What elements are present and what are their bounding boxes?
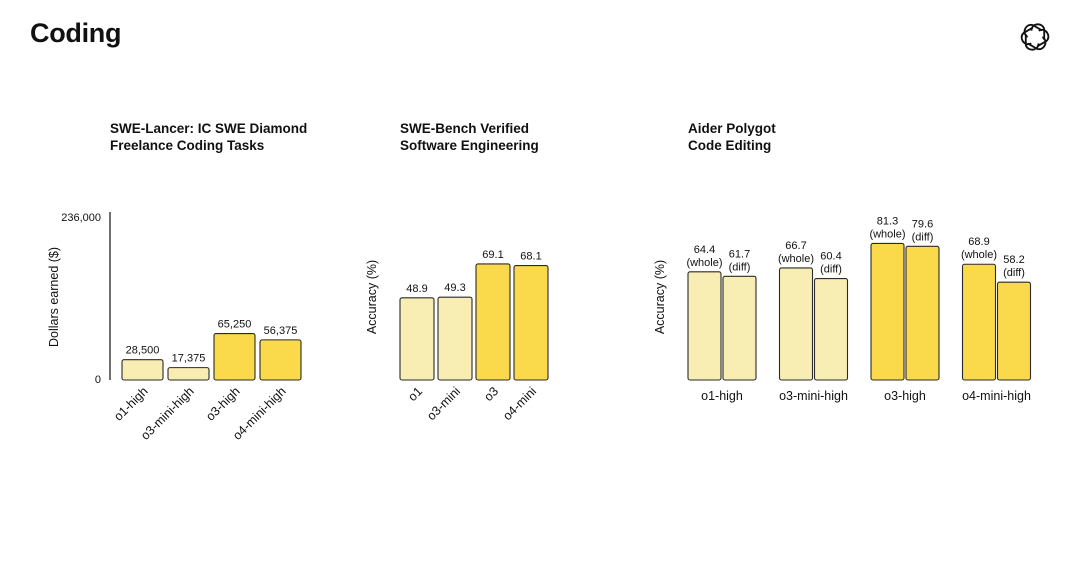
- series-name-label: (diff): [1003, 267, 1025, 279]
- y-axis-label: Accuracy (%): [653, 260, 667, 334]
- y-tick-label: 236,000: [61, 212, 101, 224]
- data-label: 69.1: [482, 249, 503, 261]
- bar: [813, 277, 849, 381]
- series-name-label: (diff): [820, 264, 842, 276]
- bar: [259, 339, 302, 381]
- bar: [121, 359, 164, 381]
- data-label: 17,375: [172, 353, 206, 365]
- x-tick-label: o3-mini-high: [779, 389, 848, 403]
- chart-title-line: Aider Polygot: [688, 121, 776, 136]
- data-label: 28,500: [126, 345, 160, 357]
- bar: [996, 281, 1032, 381]
- x-tick-label: o1: [405, 384, 425, 404]
- page-title: Coding: [30, 18, 122, 48]
- bar: [687, 271, 722, 381]
- data-label: 58.2: [1003, 254, 1024, 266]
- chart-title-line: Freelance Coding Tasks: [110, 138, 264, 153]
- x-tick-label: o1-high: [701, 389, 743, 403]
- chart-title-line: SWE-Bench Verified: [400, 121, 529, 136]
- chart-aider-polygot: Aider Polygot Code Editing Accuracy (%) …: [653, 121, 1032, 403]
- data-label: 79.6: [912, 218, 933, 230]
- y-tick-label: 0: [95, 374, 101, 386]
- openai-logo-icon: [1018, 21, 1052, 53]
- chart-title-line: Code Editing: [688, 138, 771, 153]
- y-axis-label: Accuracy (%): [365, 260, 379, 334]
- series-name-label: (whole): [961, 249, 997, 261]
- x-tick-label: o3-high: [884, 389, 926, 403]
- bar: [475, 263, 511, 381]
- data-label: 56,375: [264, 325, 298, 337]
- series-name-label: (diff): [729, 261, 751, 273]
- series-name-label: (diff): [912, 231, 934, 243]
- chart-swe-bench-verified: SWE-Bench Verified Software Engineering …: [365, 121, 549, 423]
- bar: [905, 245, 940, 381]
- x-tick-label: o4-mini: [500, 384, 539, 423]
- x-tick-label: o3: [481, 384, 501, 404]
- bar: [213, 333, 256, 381]
- data-label: 61.7: [729, 248, 750, 260]
- x-tick-label: o4-mini-high: [962, 389, 1031, 403]
- series-name-label: (whole): [869, 228, 905, 240]
- data-label: 66.7: [785, 240, 806, 252]
- bar: [167, 367, 210, 381]
- data-label: 48.9: [406, 283, 427, 295]
- data-label: 49.3: [444, 282, 465, 294]
- chart-swe-lancer: SWE-Lancer: IC SWE Diamond Freelance Cod…: [47, 121, 307, 443]
- data-label: 68.9: [968, 236, 989, 248]
- x-tick-label: o1-high: [111, 384, 150, 423]
- bar: [399, 297, 435, 381]
- chart-title-line: SWE-Lancer: IC SWE Diamond: [110, 121, 307, 136]
- data-label: 68.1: [520, 251, 541, 263]
- series-name-label: (whole): [686, 257, 722, 269]
- bar: [961, 263, 997, 381]
- series-name-label: (whole): [778, 253, 814, 265]
- data-label: 64.4: [694, 244, 715, 256]
- bar: [513, 265, 549, 381]
- bar: [722, 275, 757, 381]
- bar: [778, 267, 814, 381]
- x-tick-label: o3-mini: [424, 384, 463, 423]
- bar: [437, 296, 473, 381]
- data-label: 60.4: [820, 251, 841, 263]
- bar: [870, 242, 905, 381]
- chart-title-line: Software Engineering: [400, 138, 539, 153]
- y-axis-label: Dollars earned ($): [47, 247, 61, 347]
- x-tick-label: o3-high: [203, 384, 242, 423]
- data-label: 81.3: [877, 215, 898, 227]
- data-label: 65,250: [218, 319, 252, 331]
